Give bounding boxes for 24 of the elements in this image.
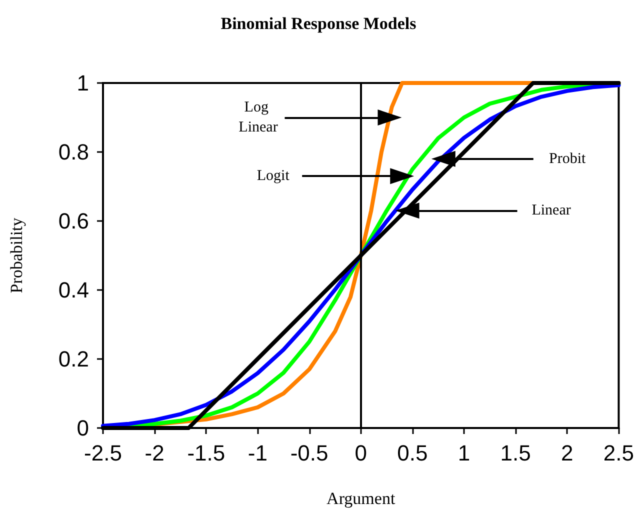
x-tick-label: 2.5 (603, 440, 634, 466)
x-tick-label: -1.5 (187, 440, 226, 466)
y-axis-title: Probability (7, 217, 26, 294)
x-tick-label: 2 (561, 440, 574, 466)
annotation: Linear (532, 202, 571, 219)
y-tick-label: 0 (76, 416, 89, 440)
chart-title: Binomial Response Models (220, 14, 417, 33)
annotation: Probit (549, 150, 587, 167)
y-tick-label: 0.2 (58, 346, 89, 372)
x-tick-label: -2 (144, 440, 164, 466)
x-tick-label: -1 (248, 440, 268, 466)
x-tick-label: 1 (458, 440, 470, 466)
x-tick-label: -0.5 (290, 440, 328, 466)
x-tick-label: 0 (354, 440, 367, 466)
x-tick-label: 1.5 (500, 440, 531, 466)
y-tick-label: 1 (76, 70, 89, 96)
y-tick-label: 0.8 (58, 140, 89, 164)
annotation: Log Linear (238, 100, 278, 136)
y-tick-label: 0.6 (58, 208, 89, 234)
annotation: Logit (256, 168, 290, 184)
y-tick-label: 0.4 (58, 278, 89, 302)
x-tick-label: -2.5 (84, 440, 122, 466)
x-axis-title: Argument (326, 489, 396, 508)
x-tick-label: 0.5 (397, 440, 428, 466)
